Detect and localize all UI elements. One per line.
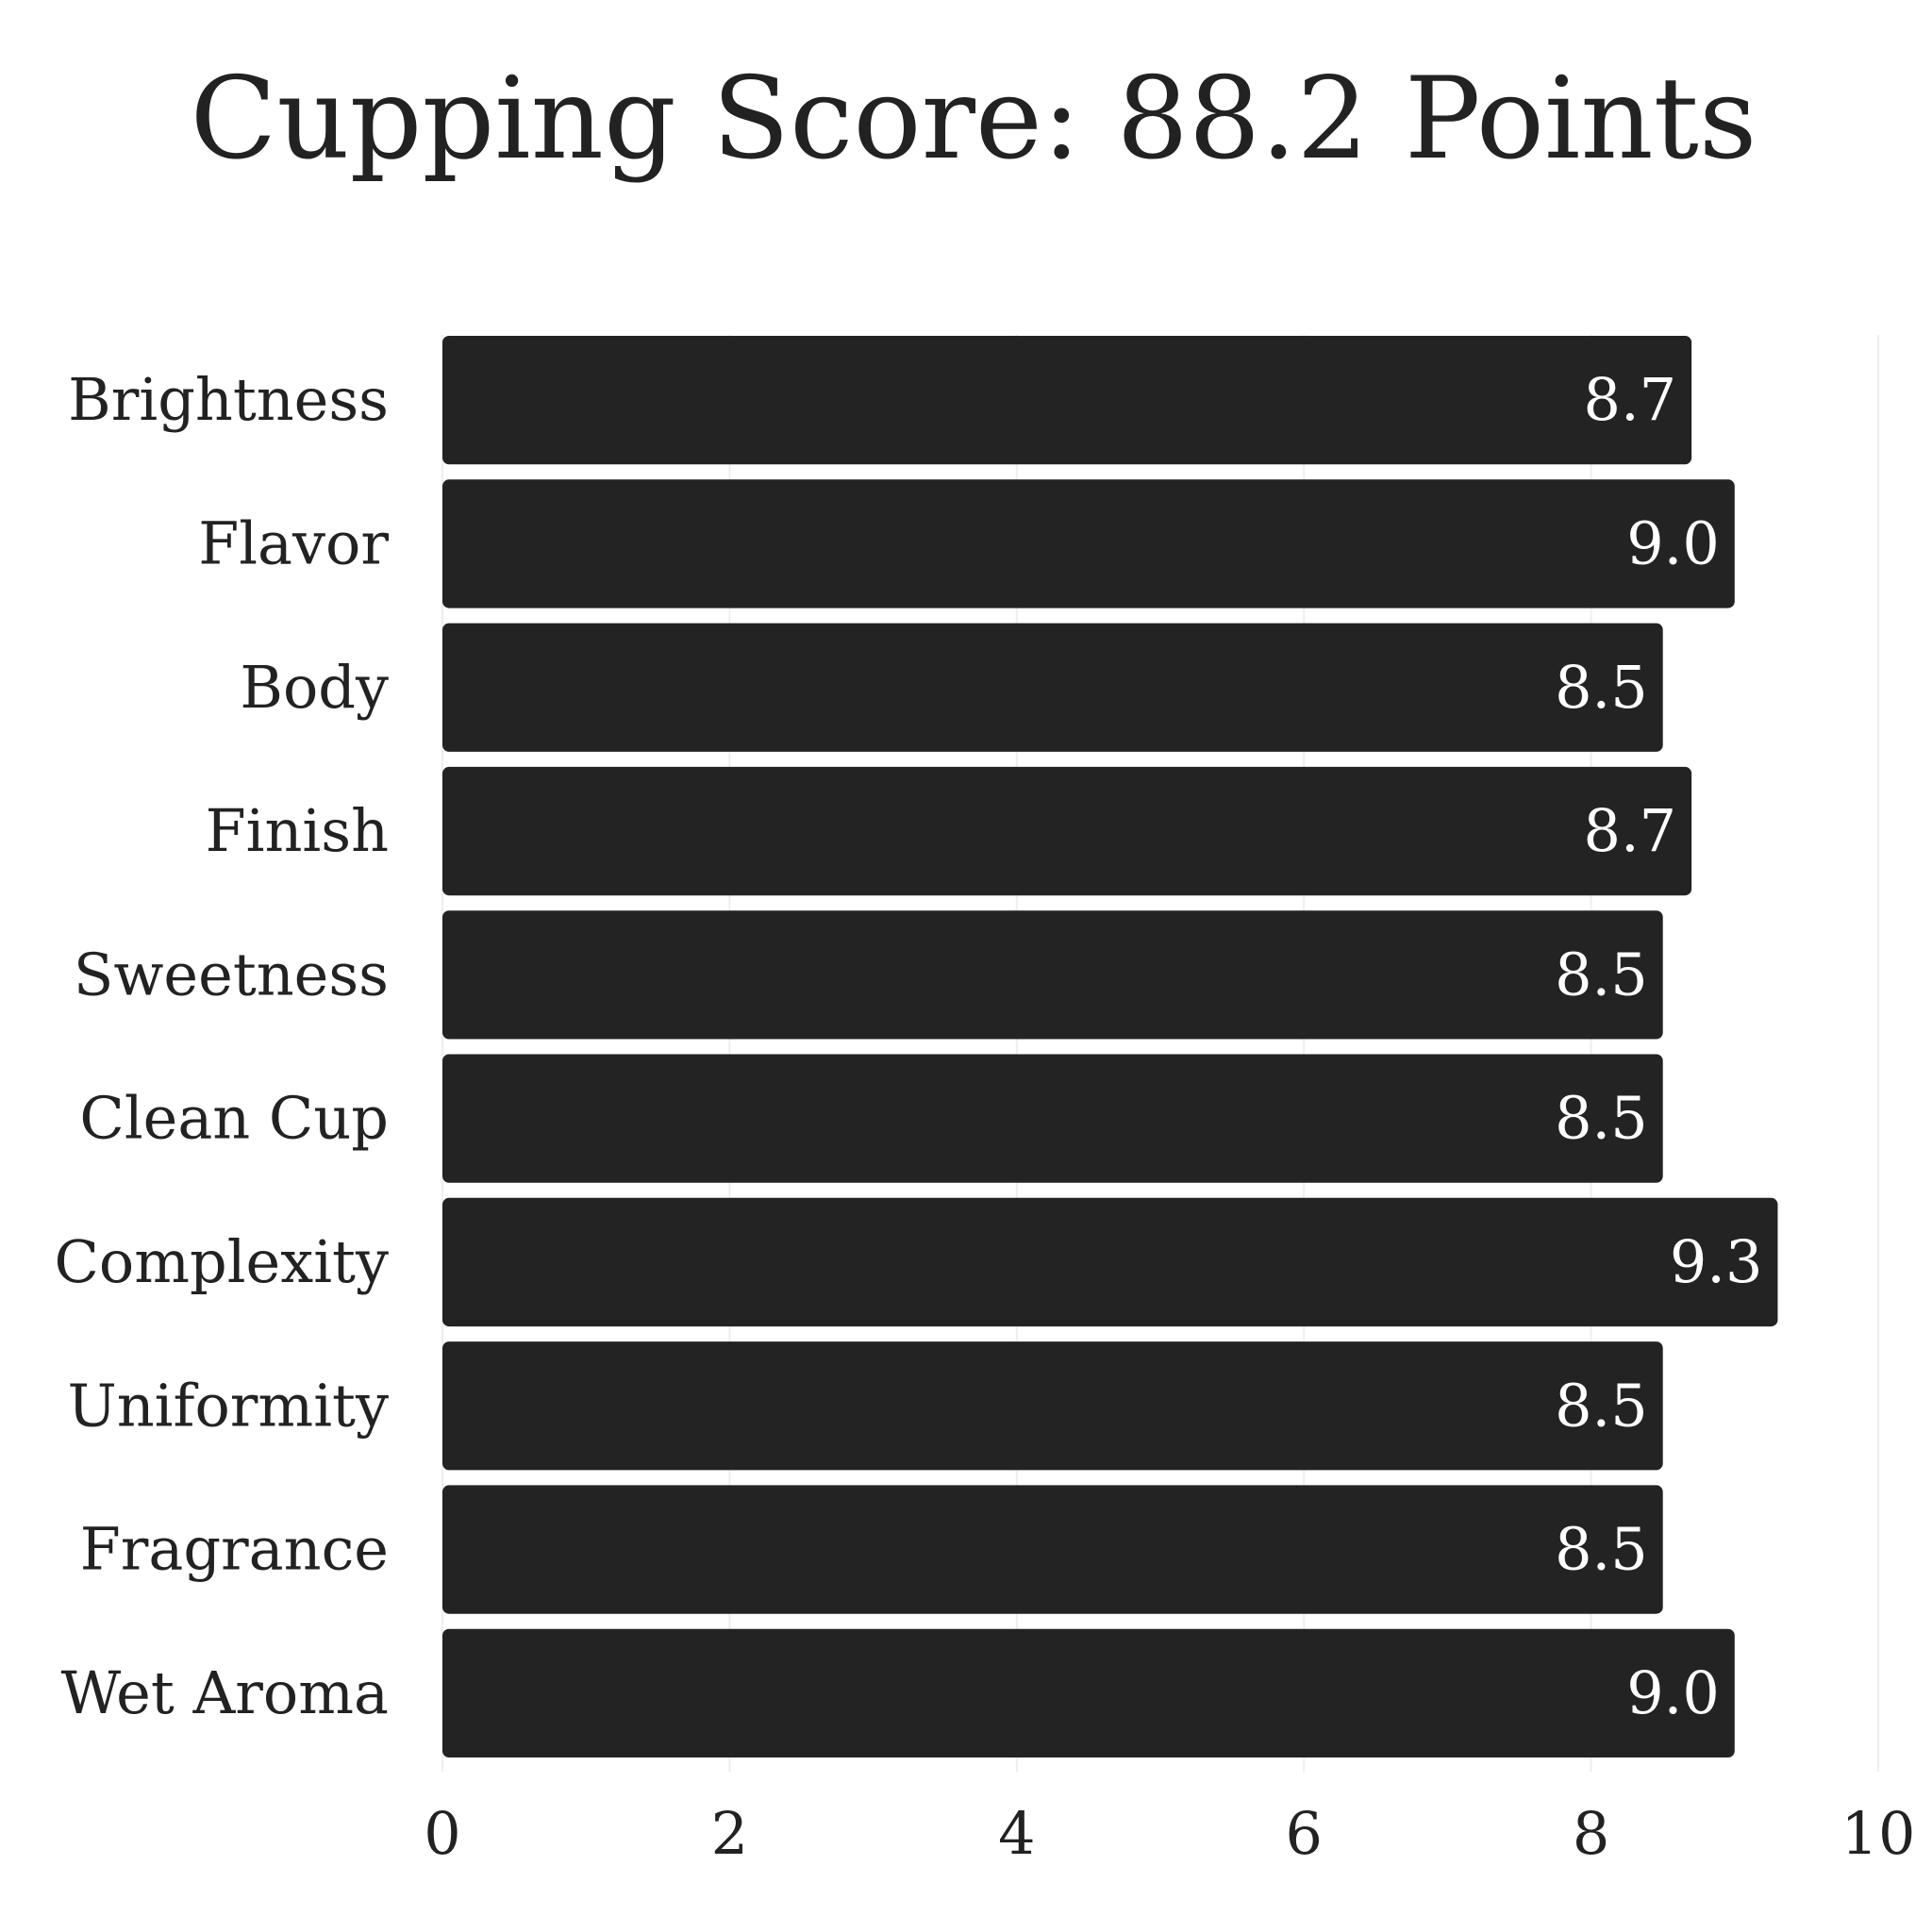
category-label: Clean Cup bbox=[79, 1084, 389, 1153]
data-label: 8.5 bbox=[1555, 940, 1648, 1008]
category-label: Sweetness bbox=[74, 940, 389, 1008]
data-label: 8.5 bbox=[1555, 1515, 1648, 1584]
x-tick-label: 0 bbox=[424, 1799, 460, 1868]
category-label: Finish bbox=[206, 796, 389, 865]
data-label: 8.5 bbox=[1555, 1371, 1648, 1440]
x-axis-ticks: 0 2 4 6 8 10 bbox=[424, 1799, 1915, 1868]
data-label: 9.0 bbox=[1626, 508, 1720, 577]
data-label: 8.7 bbox=[1584, 365, 1677, 434]
bar bbox=[442, 1054, 1663, 1183]
category-label: Complexity bbox=[54, 1227, 389, 1296]
data-label: 8.7 bbox=[1584, 796, 1677, 865]
bars bbox=[442, 336, 1778, 1757]
chart-title: Cupping Score: 88.2 Points bbox=[191, 54, 1757, 185]
category-label: Body bbox=[240, 653, 389, 722]
bar bbox=[442, 1197, 1778, 1327]
bar bbox=[442, 623, 1663, 752]
category-labels: Brightness Flavor Body Finish Sweetness Clean… bbox=[54, 365, 389, 1727]
category-label: Brightness bbox=[68, 365, 389, 434]
bar bbox=[442, 766, 1692, 896]
x-tick-label: 6 bbox=[1285, 1799, 1322, 1868]
data-label: 9.3 bbox=[1670, 1227, 1763, 1296]
bar bbox=[442, 479, 1735, 608]
bar bbox=[442, 1341, 1663, 1471]
value-labels: 8.7 9.0 8.5 8.7 8.5 8.5 9.3 8.5 8.5 9.0 bbox=[1555, 365, 1762, 1727]
data-label: 8.5 bbox=[1555, 1084, 1648, 1153]
category-label: Wet Aroma bbox=[61, 1658, 389, 1727]
x-tick-label: 10 bbox=[1841, 1799, 1916, 1868]
bar bbox=[442, 1485, 1663, 1614]
x-tick-label: 8 bbox=[1573, 1799, 1609, 1868]
data-label: 8.5 bbox=[1555, 653, 1648, 722]
category-label: Fragrance bbox=[80, 1515, 389, 1584]
x-tick-label: 2 bbox=[711, 1799, 748, 1868]
category-label: Uniformity bbox=[68, 1371, 390, 1440]
category-label: Flavor bbox=[198, 508, 389, 577]
data-label: 9.0 bbox=[1626, 1658, 1720, 1727]
bar bbox=[442, 336, 1692, 465]
x-tick-label: 4 bbox=[998, 1799, 1035, 1868]
bar bbox=[442, 1628, 1735, 1757]
bar bbox=[442, 910, 1663, 1040]
